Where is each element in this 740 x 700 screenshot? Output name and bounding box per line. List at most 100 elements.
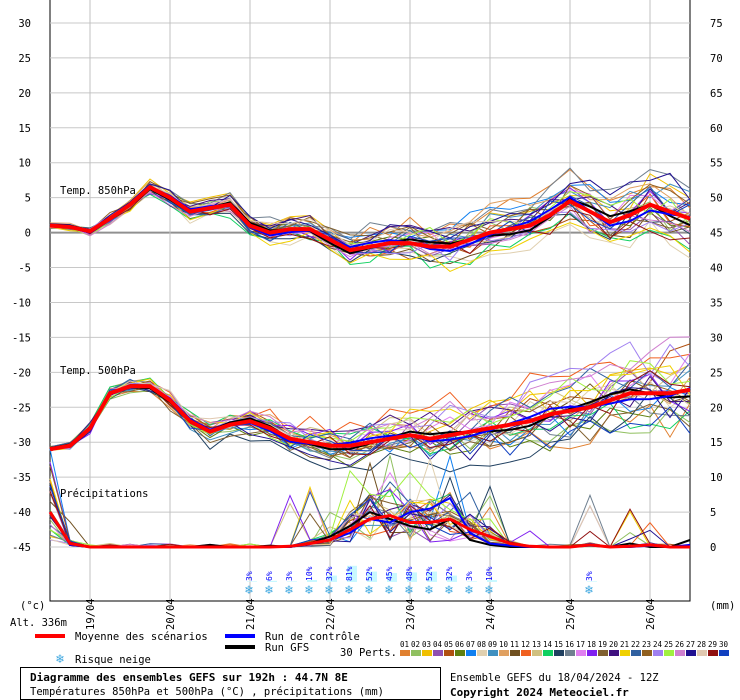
snowflake-icon: ❄ <box>464 583 473 598</box>
snowflake-icon: ❄ <box>584 583 593 598</box>
right-tick-label: 10 <box>710 472 723 484</box>
snowflake-icon: ❄ <box>55 652 64 667</box>
pert-swatch <box>576 650 586 656</box>
left-tick-label: 30 <box>18 18 31 30</box>
left-tick-label: -40 <box>12 507 31 519</box>
snow-risk-pct: 32% <box>445 566 454 581</box>
pert-swatch <box>719 650 729 656</box>
left-tick-label: -35 <box>12 472 31 484</box>
legend-mean-label: Moyenne des scénarios <box>75 631 208 643</box>
precip-label: Précipitations <box>60 488 149 500</box>
pert-number: 03 <box>422 640 431 649</box>
pert-number: 28 <box>697 640 707 649</box>
pert-swatch <box>664 650 674 656</box>
right-tick-label: 45 <box>710 228 723 240</box>
snow-risk-bar <box>367 571 377 582</box>
pert-swatch <box>488 650 498 656</box>
left-tick-label: 20 <box>18 88 31 100</box>
pert-number: 04 <box>433 640 443 649</box>
copyright: Copyright 2024 Meteociel.fr <box>450 686 629 699</box>
snowflake-icon: ❄ <box>404 583 413 598</box>
right-tick-label: 0 <box>710 542 716 554</box>
snow-risk-bar <box>427 571 437 582</box>
t500-pert-21 <box>49 365 691 450</box>
pert-swatch <box>565 650 575 656</box>
snow-risk-pct: 45% <box>385 566 394 581</box>
date-tick-label: 23/04 <box>405 598 417 630</box>
pert-number: 11 <box>510 640 519 649</box>
pert-number: 29 <box>708 640 717 649</box>
pert-swatch <box>697 650 707 656</box>
date-tick-label: 25/04 <box>565 598 577 630</box>
t500-pert-26 <box>49 336 691 449</box>
snowflake-icon: ❄ <box>244 583 253 598</box>
chart-subtitle: Températures 850hPa et 500hPa (°C) , pré… <box>30 686 384 698</box>
right-tick-label: 50 <box>710 193 723 205</box>
pert-swatch <box>631 650 641 656</box>
snowflake-icon: ❄ <box>304 583 313 598</box>
right-tick-label: 65 <box>710 88 723 100</box>
snow-risk-bar <box>307 580 317 582</box>
pert-swatch <box>411 650 421 656</box>
date-tick-label: 22/04 <box>325 598 337 630</box>
snowflake-icon: ❄ <box>424 583 433 598</box>
pert-swatch <box>400 650 410 656</box>
left-tick-label: -45 <box>12 542 31 554</box>
snow-risk-bar <box>267 580 277 582</box>
date-tick-label: 21/04 <box>245 598 257 630</box>
precip-mean-line <box>48 511 690 549</box>
right-tick-label: 55 <box>710 158 723 170</box>
right-tick-label: 40 <box>710 263 723 275</box>
altitude-label: Alt. 336m <box>10 617 67 629</box>
pert-number: 22 <box>631 640 640 649</box>
snow-risk-pct: 3% <box>285 571 294 581</box>
snowflake-icon: ❄ <box>324 583 333 598</box>
left-tick-label: -15 <box>12 332 31 344</box>
snow-risk-bar <box>487 580 497 582</box>
snow-risk-pct: 81% <box>345 566 354 581</box>
legend-perts-label: 30 Perts. <box>340 647 397 659</box>
pert-number: 15 <box>554 640 563 649</box>
pert-number: 16 <box>565 640 575 649</box>
snow-risk-pct: 3% <box>245 571 254 581</box>
left-tick-label: 5 <box>25 193 31 205</box>
plot-frame <box>49 0 691 602</box>
pert-number: 20 <box>609 640 619 649</box>
pert-swatch <box>653 650 663 656</box>
date-tick-label: 19/04 <box>85 598 97 630</box>
right-tick-label: 25 <box>710 367 723 379</box>
snowflake-icon: ❄ <box>364 583 373 598</box>
pert-number: 05 <box>444 640 453 649</box>
date-tick-label: 20/04 <box>165 598 177 630</box>
snowflake-icon: ❄ <box>484 583 493 598</box>
left-tick-label: -30 <box>12 437 31 449</box>
snow-risk-bar <box>587 581 597 582</box>
snow-risk-pct: 10% <box>485 566 494 581</box>
pert-number: 19 <box>598 640 607 649</box>
pert-number: 14 <box>543 640 553 649</box>
date-tick-label: 24/04 <box>485 598 497 630</box>
snow-risk-pct: 6% <box>265 571 274 581</box>
right-tick-label: 35 <box>710 297 723 309</box>
run-info: Ensemble GEFS du 18/04/2024 - 12Z <box>450 672 659 684</box>
pert-number: 18 <box>587 640 597 649</box>
right-tick-label: 60 <box>710 123 723 135</box>
left-tick-label: 15 <box>18 123 31 135</box>
pert-swatch <box>477 650 487 656</box>
pert-swatch <box>642 650 652 656</box>
right-unit-label: (mm) <box>710 600 735 612</box>
pert-swatch <box>609 650 619 656</box>
date-tick-label: 26/04 <box>645 598 657 630</box>
right-tick-label: 15 <box>710 437 723 449</box>
right-tick-label: 30 <box>710 332 723 344</box>
snow-risk-pct: 3% <box>465 571 474 581</box>
pert-swatch <box>466 650 476 656</box>
legend-snow-label: Risque neige <box>75 654 151 666</box>
snowflake-icon: ❄ <box>344 583 353 598</box>
pert-swatch <box>499 650 509 656</box>
legend-control-label: Run de contrôle <box>265 631 360 643</box>
left-unit-label: (°c) <box>20 600 45 612</box>
pert-number: 21 <box>620 640 629 649</box>
t500-label: Temp. 500hPa <box>60 365 136 377</box>
